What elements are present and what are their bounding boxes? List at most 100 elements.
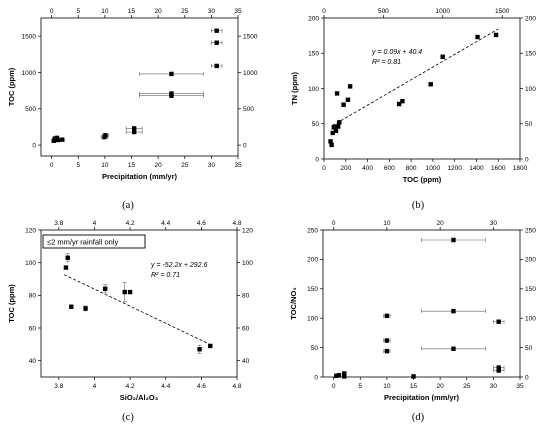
top-tick-label: 0 <box>322 8 326 15</box>
y-tick-label: 500 <box>25 106 36 113</box>
data-point <box>384 313 390 319</box>
data-point <box>475 34 480 40</box>
panel-label: (d) <box>412 412 425 423</box>
right-tick-label: 0 <box>243 142 247 149</box>
top-tick-label: 20 <box>155 8 163 15</box>
y-tick-label: 50 <box>311 345 319 352</box>
y-tick-label: 200 <box>308 15 319 22</box>
x-tick-label: 0 <box>322 165 326 172</box>
right-tick-label: 1500 <box>243 33 258 40</box>
right-tick-label: 250 <box>525 227 536 234</box>
top-tick-label: 5 <box>76 8 80 15</box>
x-tick-label: 1600 <box>491 165 506 172</box>
data-point <box>60 137 65 142</box>
data-point <box>496 368 501 373</box>
x-tick-label: 30 <box>208 162 216 169</box>
right-tick-label: 80 <box>242 293 250 300</box>
data-point <box>337 120 342 125</box>
right-tick-label: 200 <box>525 257 536 264</box>
x-tick-label: 10 <box>383 383 391 390</box>
trend-equation: y = -52.2x + 292.6 <box>150 262 208 269</box>
data-point <box>451 237 456 243</box>
right-tick-label: 100 <box>242 260 253 267</box>
data-point <box>55 137 61 143</box>
y-tick-label: 150 <box>308 51 319 58</box>
x-tick-label: 35 <box>516 383 524 390</box>
top-tick-label: 20 <box>437 220 445 227</box>
x-tick-label: 800 <box>406 165 417 172</box>
x-tick-label: 35 <box>234 162 242 169</box>
x-tick-label: 1200 <box>447 165 462 172</box>
data-point <box>169 71 174 77</box>
top-tick-label: 30 <box>490 220 498 227</box>
data-point <box>493 32 499 38</box>
x-tick-label: 1000 <box>426 165 441 172</box>
top-tick-label: 4.8 <box>232 220 241 227</box>
x-tick-label: 20 <box>155 162 163 169</box>
x-tick-label: 200 <box>340 165 351 172</box>
right-tick-label: 120 <box>242 227 253 234</box>
data-point <box>330 130 335 136</box>
panel-label: (c) <box>122 412 134 423</box>
top-tick-label: 3.8 <box>54 220 63 227</box>
y-tick-label: 0 <box>314 374 318 381</box>
x-tick-label: 4.2 <box>126 383 135 390</box>
y-tick-label: 50 <box>312 121 320 128</box>
x-tick-label: 25 <box>463 383 471 390</box>
y-axis-label: TOC/NO₃ <box>289 287 298 320</box>
data-point <box>63 265 69 270</box>
data-point <box>83 306 88 311</box>
x-tick-label: 15 <box>128 162 136 169</box>
x-tick-label: 5 <box>358 383 362 390</box>
panel-label: (b) <box>412 200 425 211</box>
chart-panel-a: 0 5 10 15 20 25 30 35 0 5 10 15 20 25 30 35 0 500 1000 1500… <box>7 8 258 211</box>
data-point <box>334 91 340 96</box>
trend-equation: y = 0.09x + 40.4 <box>371 49 422 56</box>
r-squared: R² = 0.71 <box>151 272 180 279</box>
right-tick-label: 500 <box>243 106 254 113</box>
plot-frame <box>323 17 521 160</box>
y-tick-label: 250 <box>307 227 318 234</box>
y-tick-label: 100 <box>307 316 318 323</box>
right-tick-label: 150 <box>525 51 536 58</box>
data-point <box>496 319 501 324</box>
data-point <box>329 142 334 148</box>
data-point <box>345 97 351 102</box>
data-point <box>451 346 456 351</box>
x-tick-label: 3.8 <box>54 383 63 390</box>
top-tick-label: 10 <box>383 220 391 227</box>
top-tick-label: 500 <box>378 8 389 15</box>
top-tick-label: 35 <box>234 8 242 15</box>
right-tick-label: 0 <box>525 374 529 381</box>
panel-label: (a) <box>122 200 134 211</box>
plot-frame <box>40 17 239 157</box>
right-tick-label: 0 <box>525 156 529 163</box>
top-tick-label: 1500 <box>495 8 510 15</box>
top-tick-label: 15 <box>128 8 136 15</box>
top-tick-label: 10 <box>101 8 109 15</box>
data-point <box>440 54 445 59</box>
data-point <box>384 338 390 343</box>
data-point <box>342 374 347 379</box>
x-tick-label: 4.8 <box>232 383 241 390</box>
data-point <box>127 289 133 295</box>
top-tick-label: 4.4 <box>161 220 170 227</box>
r-squared: R² = 0.81 <box>372 59 401 66</box>
data-point <box>214 28 219 33</box>
data-point <box>214 63 219 69</box>
right-tick-label: 40 <box>242 358 250 365</box>
data-point <box>428 82 433 87</box>
x-tick-label: 20 <box>437 383 445 390</box>
data-point <box>347 84 353 89</box>
y-tick-label: 0 <box>32 142 36 149</box>
y-tick-label: 200 <box>307 257 318 264</box>
data-point <box>332 124 338 129</box>
data-point <box>102 286 108 291</box>
y-axis-label: TOC (ppm) <box>7 284 16 323</box>
plot-frame <box>322 229 521 378</box>
data-point <box>197 347 202 352</box>
data-point <box>122 289 127 295</box>
data-point <box>131 129 137 135</box>
top-tick-label: 4.6 <box>197 220 206 227</box>
